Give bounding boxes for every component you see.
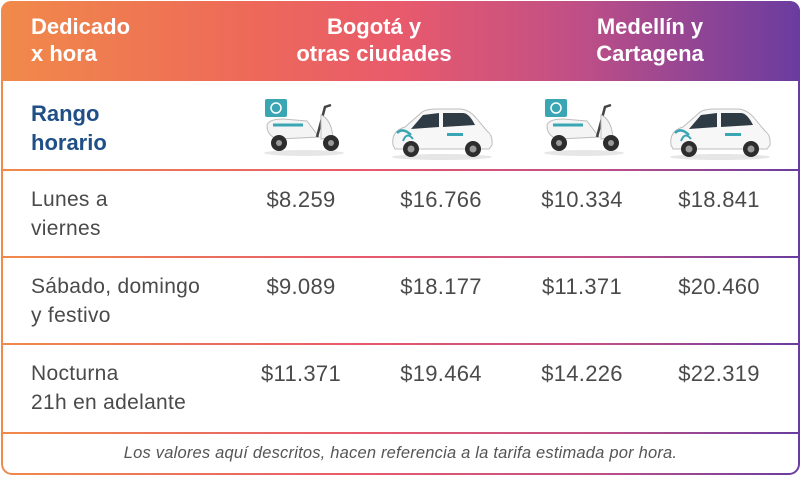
price-cell: $10.334: [541, 187, 623, 212]
row-label: Lunes a viernes: [31, 188, 108, 240]
row-label: Nocturna 21h en adelante: [31, 362, 187, 414]
footer-note: Los valores aquí descritos, hacen refere…: [123, 444, 678, 462]
table-row: Lunes a viernes $8.259 $16.766 $10.334 $…: [1, 171, 800, 256]
price-cell: $22.319: [678, 361, 760, 386]
car-icon: [392, 108, 493, 160]
car-icon: [670, 108, 771, 160]
price-cell: $11.371: [542, 274, 622, 299]
table-row: Nocturna 21h en adelante $11.371 $19.464…: [1, 345, 800, 432]
price-cell: $18.841: [678, 187, 760, 212]
row-label: Sábado, domingo y festivo: [31, 275, 201, 327]
price-cell: $16.766: [400, 187, 482, 212]
table-row: Sábado, domingo y festivo $9.089 $18.177…: [1, 258, 800, 343]
scooter-icon: [544, 99, 624, 156]
price-cell: $11.371: [261, 361, 341, 386]
scooter-icon: [264, 99, 344, 156]
table-header: Dedicado x hora Bogotá y otras ciudades …: [1, 1, 800, 81]
price-cell: $14.226: [541, 361, 623, 386]
price-cell: $8.259: [266, 187, 336, 212]
price-cell: $18.177: [400, 274, 482, 299]
header-group-medellin: Medellín y Cartagena: [596, 14, 704, 66]
price-cell: $9.089: [266, 274, 336, 299]
range-label: Rango horario: [31, 101, 107, 155]
header-group-bogota: Bogotá y otras ciudades: [296, 14, 452, 66]
header-title: Dedicado x hora: [31, 14, 131, 66]
price-cell: $20.460: [678, 274, 760, 299]
price-cell: $19.464: [400, 361, 482, 386]
vehicle-subheader: Rango horario: [1, 81, 800, 169]
